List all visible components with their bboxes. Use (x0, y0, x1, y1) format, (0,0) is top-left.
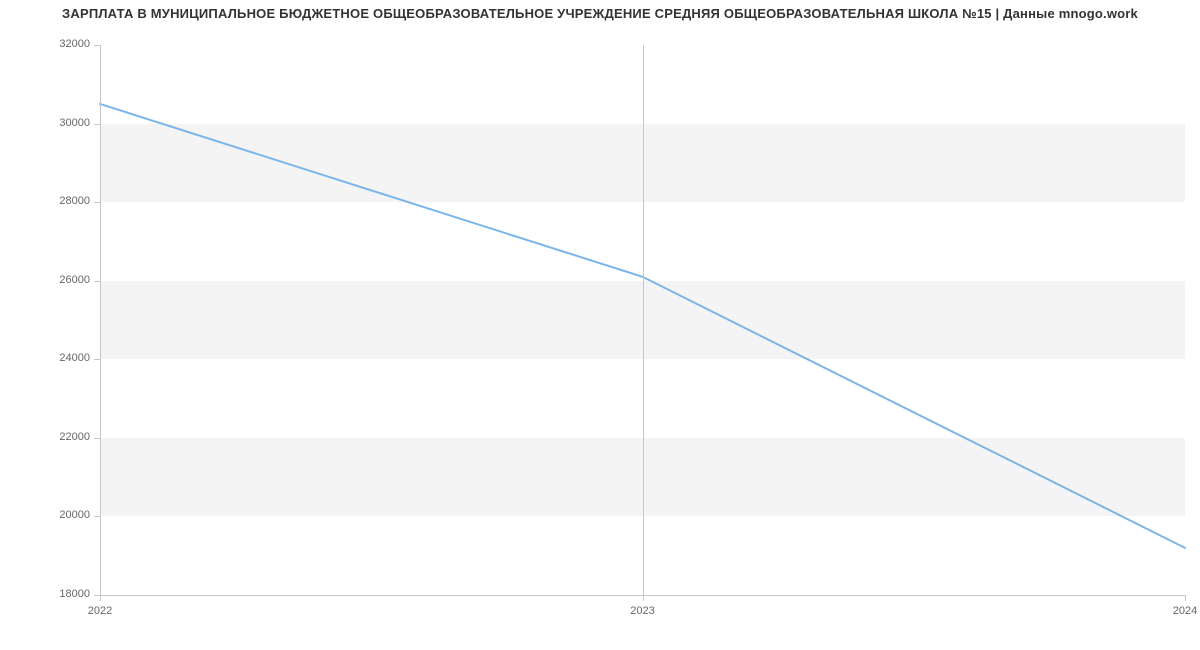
chart-title: ЗАРПЛАТА В МУНИЦИПАЛЬНОЕ БЮДЖЕТНОЕ ОБЩЕО… (0, 6, 1200, 21)
x-tick (1185, 595, 1186, 601)
y-tick (94, 124, 100, 125)
y-tick (94, 516, 100, 517)
y-tick-label: 22000 (40, 431, 90, 443)
x-tick-label: 2023 (630, 605, 654, 617)
y-tick (94, 281, 100, 282)
x-tick (643, 595, 644, 601)
x-tick-label: 2022 (88, 605, 112, 617)
x-tick-label: 2024 (1173, 605, 1197, 617)
y-tick-label: 18000 (40, 588, 90, 600)
y-tick (94, 438, 100, 439)
y-tick (94, 202, 100, 203)
plot-area: 1800020000220002400026000280003000032000… (100, 45, 1185, 595)
y-axis (100, 45, 101, 595)
y-tick-label: 20000 (40, 509, 90, 521)
y-tick-label: 30000 (40, 117, 90, 129)
y-tick-label: 24000 (40, 352, 90, 364)
y-tick (94, 359, 100, 360)
y-tick-label: 28000 (40, 195, 90, 207)
x-gridline (643, 45, 644, 595)
y-tick-label: 26000 (40, 274, 90, 286)
x-tick (100, 595, 101, 601)
y-tick (94, 45, 100, 46)
y-tick-label: 32000 (40, 38, 90, 50)
